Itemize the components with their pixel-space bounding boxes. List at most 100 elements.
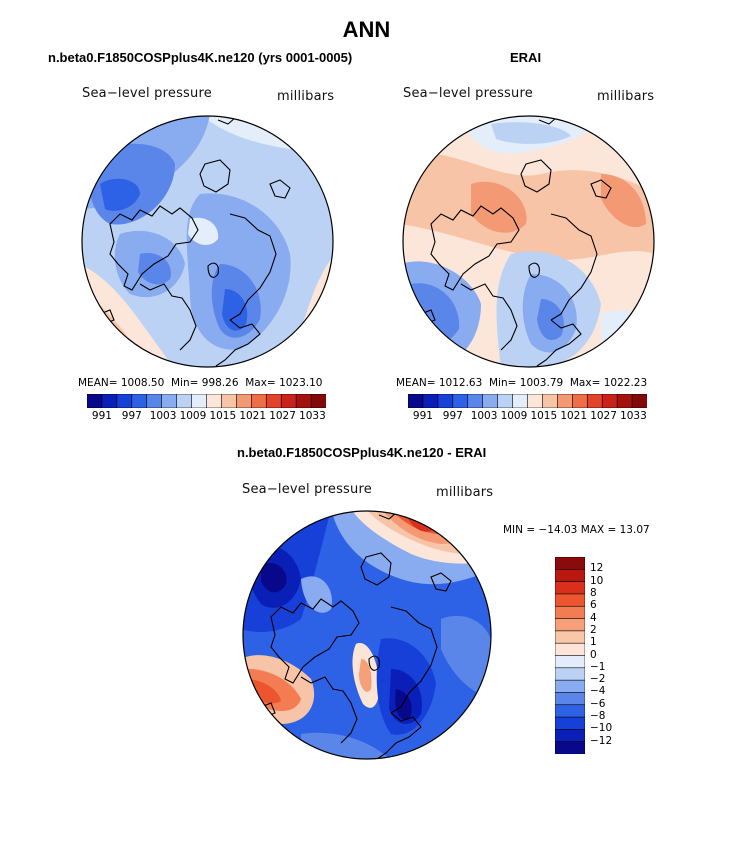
diff-colorbar-tick-label: −2 — [590, 673, 606, 686]
diff-colorbar-swatch — [554, 729, 586, 743]
panel-1-map — [81, 115, 334, 368]
diff-max-value: 13.07 — [619, 524, 650, 536]
diff-colorbar-swatch — [554, 655, 586, 669]
panel-2-title: ERAI — [510, 50, 542, 65]
diff-colorbar-swatch — [554, 618, 586, 632]
panel-2-colorbar-swatches — [407, 393, 648, 409]
diff-colorbar-tick-label: 6 — [590, 599, 597, 612]
colorbar-swatch — [601, 393, 618, 409]
diff-colorbar-swatch — [554, 556, 586, 570]
diff-map — [242, 510, 492, 760]
panel-1-max-value: 1023.10 — [279, 377, 323, 389]
diff-colorbar-tick-label: 0 — [590, 648, 597, 661]
diff-colorbar-tick-label: −6 — [590, 697, 606, 710]
diff-panel-units-label: millibars — [436, 485, 494, 500]
colorbar-swatch — [101, 393, 118, 409]
diff-colorbar-swatch — [554, 642, 586, 657]
diff-panel-variable-label: Sea−level pressure — [242, 482, 372, 497]
colorbar-swatch — [527, 393, 544, 409]
colorbar-swatch — [586, 393, 603, 409]
colorbar-tick-label: 1003 — [470, 410, 498, 422]
diff-panel-minmax: MIN = −14.03 MAX = 13.07 — [503, 524, 650, 536]
colorbar-tick-label: 1021 — [560, 410, 588, 422]
colorbar-swatch — [221, 393, 237, 409]
colorbar-swatch — [191, 393, 208, 409]
diff-colorbar-swatch — [554, 679, 586, 694]
colorbar-tick-label: 1021 — [239, 410, 267, 422]
colorbar-swatch — [482, 393, 499, 409]
colorbar-swatch — [512, 393, 529, 409]
diff-colorbar-swatch — [554, 581, 586, 595]
panel-2-min-value: 1003.79 — [519, 377, 564, 389]
panel-2-max-value: 1022.23 — [603, 377, 648, 389]
diff-colorbar-tick-label: 8 — [590, 586, 597, 599]
panel-1-colorbar-swatches — [86, 393, 327, 409]
panel-2-colorbar — [407, 393, 648, 409]
colorbar-swatch — [295, 393, 312, 409]
colorbar-tick-label: 991 — [412, 410, 433, 422]
diff-colorbar-swatch — [554, 605, 586, 620]
panel-1-mean-value: 1008.50 — [120, 377, 165, 389]
panel-1-min-value: 998.26 — [201, 377, 239, 389]
colorbar-swatch — [236, 393, 252, 409]
colorbar-tick-label: 1015 — [209, 410, 237, 422]
diff-colorbar-tick-label: −12 — [590, 734, 613, 747]
diff-colorbar-tick-label: 10 — [590, 574, 604, 587]
colorbar-swatch — [467, 393, 484, 409]
panel-1-mean-label: MEAN= — [78, 377, 118, 389]
panel-2-units-label: millibars — [597, 89, 655, 104]
colorbar-swatch — [437, 393, 454, 409]
diff-colorbar-tick-label: 4 — [590, 611, 597, 624]
diff-colorbar-swatch — [554, 630, 586, 644]
colorbar-swatch — [116, 393, 133, 409]
diff-colorbar-swatch — [554, 716, 586, 730]
diff-colorbar-swatch — [554, 704, 586, 718]
diff-colorbar-tick-label: 12 — [590, 562, 604, 575]
colorbar-swatch — [176, 393, 193, 409]
colorbar-swatch — [131, 393, 148, 409]
colorbar-swatch — [497, 393, 514, 409]
panel-2-stats: MEAN= 1012.63 Min= 1003.79 Max= 1022.23 — [396, 377, 647, 389]
colorbar-tick-label: 1027 — [590, 410, 617, 422]
diff-colorbar-swatch — [554, 692, 586, 706]
colorbar-swatch — [572, 393, 588, 409]
panel-2-mean-label: MEAN= — [396, 377, 436, 389]
panel-2-map — [402, 115, 655, 368]
panel-1-min-label: Min= — [170, 377, 199, 389]
diff-max-label: MAX = — [580, 524, 617, 536]
diff-colorbar-swatch — [554, 569, 586, 583]
colorbar-swatch — [542, 393, 558, 409]
panel-1-colorbar — [86, 393, 327, 409]
figure-title: ANN — [342, 17, 391, 42]
colorbar-tick-label: 1033 — [620, 410, 647, 422]
diff-colorbar-labels: 12 10 8 6 4 2 1 0 −1 −2 −4 −6 −8 −10 −12 — [590, 557, 630, 754]
colorbar-swatch — [557, 393, 573, 409]
colorbar-swatch — [407, 393, 424, 409]
colorbar-tick-label: 1033 — [299, 410, 326, 422]
colorbar-tick-label: 1027 — [269, 410, 296, 422]
panel-1-max-label: Max= — [245, 377, 276, 389]
colorbar-tick-label: 1015 — [530, 410, 558, 422]
colorbar-swatch — [280, 393, 297, 409]
colorbar-swatch — [161, 393, 178, 409]
colorbar-tick-label: 991 — [91, 410, 112, 422]
diff-colorbar-swatch — [554, 741, 586, 755]
diff-colorbar — [554, 556, 586, 755]
panel-1-variable-label: Sea−level pressure — [82, 86, 212, 101]
colorbar-swatch — [146, 393, 163, 409]
diff-min-value: −14.03 — [538, 524, 578, 536]
colorbar-swatch — [616, 393, 633, 409]
colorbar-tick-label: 997 — [121, 410, 142, 422]
colorbar-swatch — [310, 393, 327, 409]
panel-1-title: n.beta0.F1850COSPplus4K.ne120 (yrs 0001-… — [48, 50, 353, 65]
diff-min-label: MIN = — [503, 524, 536, 536]
diff-colorbar-swatches — [554, 556, 586, 755]
colorbar-swatch — [251, 393, 267, 409]
colorbar-swatch — [631, 393, 648, 409]
colorbar-swatch — [86, 393, 103, 409]
diff-colorbar-swatch — [554, 667, 586, 681]
panel-2-mean-value: 1012.63 — [438, 377, 483, 389]
diff-colorbar-tick-label: 1 — [590, 636, 597, 649]
panel-1-units-label: millibars — [277, 89, 335, 104]
panel-2-min-label: Min= — [488, 377, 517, 389]
